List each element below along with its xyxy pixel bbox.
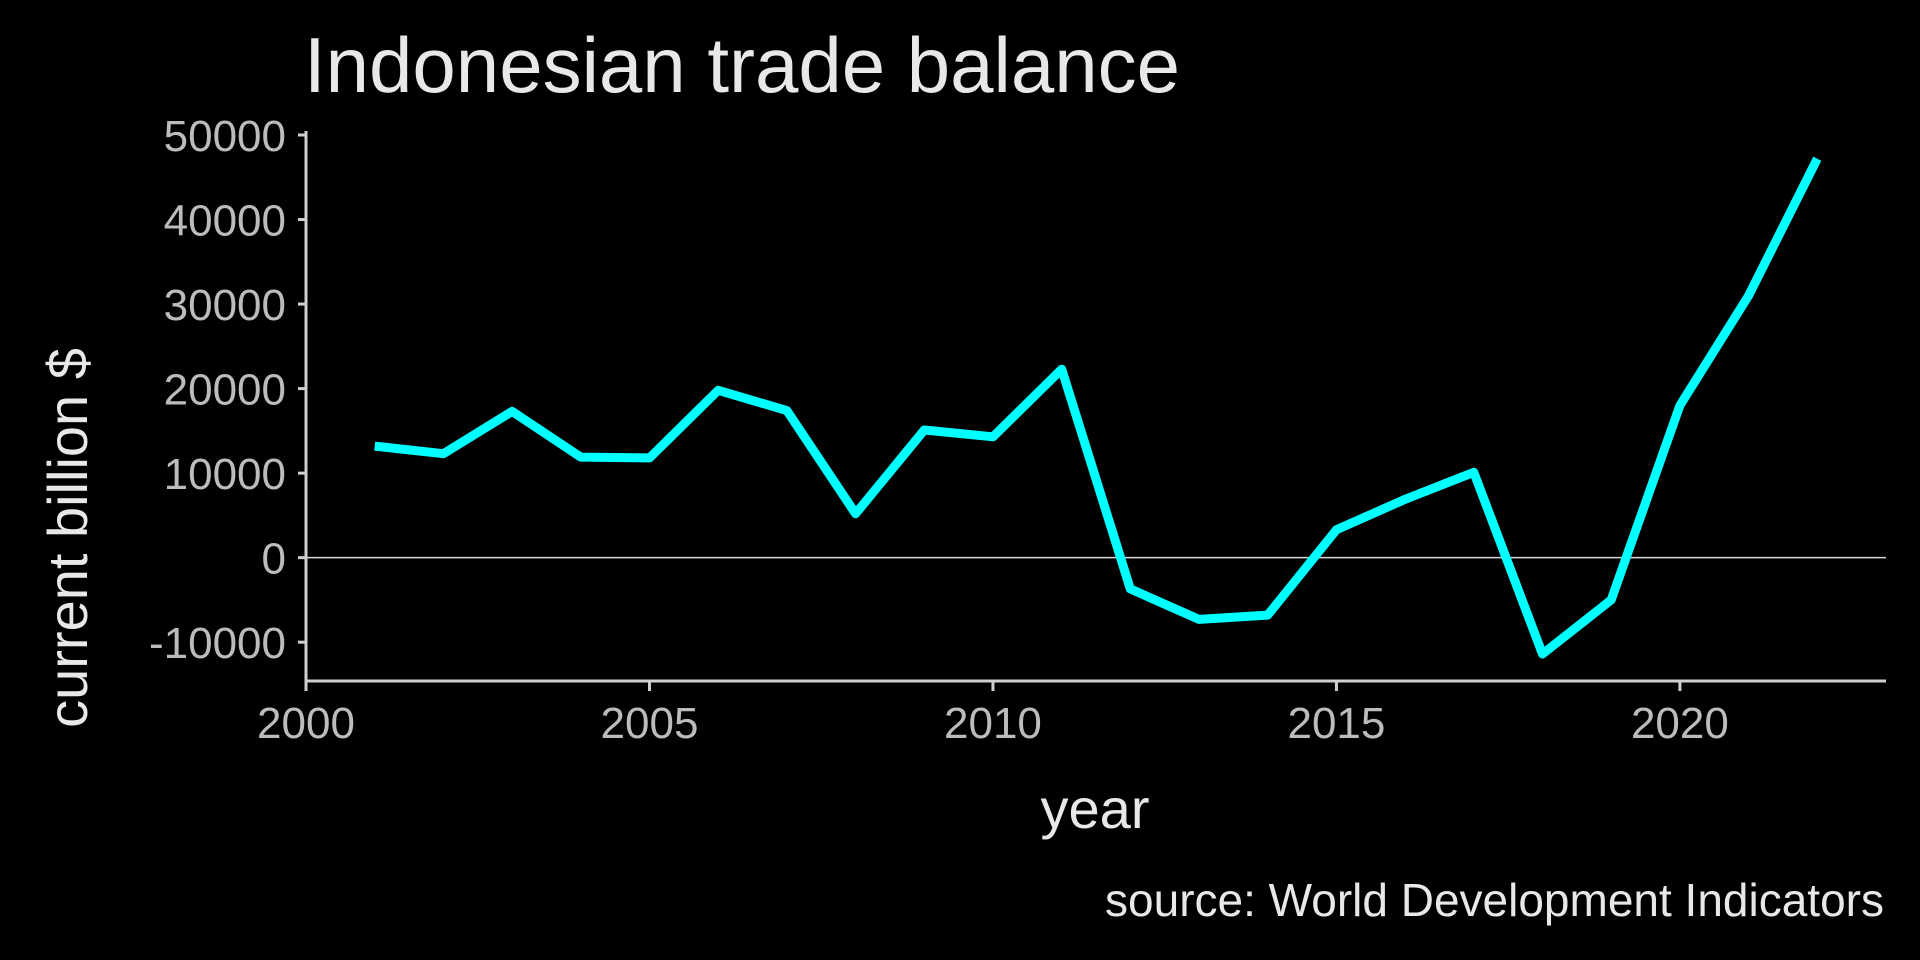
x-tick-label: 2005 [601, 699, 699, 748]
y-axis-title: current billion $ [36, 348, 99, 728]
y-tick-label: 30000 [164, 281, 286, 330]
x-tick-label: 2020 [1631, 699, 1729, 748]
chart-title: Indonesian trade balance [304, 21, 1180, 109]
x-tick-label: 2000 [257, 699, 355, 748]
y-tick-label: 0 [262, 535, 286, 584]
y-tick-label: 20000 [164, 366, 286, 415]
trade-balance-line [374, 156, 1822, 659]
y-tick-label: 10000 [164, 450, 286, 499]
x-axis-ticks: 2000 2005 2010 2015 2020 [257, 681, 1729, 748]
y-tick-label: 50000 [164, 112, 286, 161]
x-axis-title: year [1041, 777, 1150, 840]
y-axis-ticks: -10000 0 10000 20000 30000 40000 50000 [149, 112, 306, 668]
x-tick-label: 2010 [944, 699, 1042, 748]
x-tick-label: 2015 [1287, 699, 1385, 748]
source-caption: source: World Development Indicators [1105, 874, 1884, 926]
y-tick-label: -10000 [149, 619, 286, 668]
y-tick-label: 40000 [164, 197, 286, 246]
